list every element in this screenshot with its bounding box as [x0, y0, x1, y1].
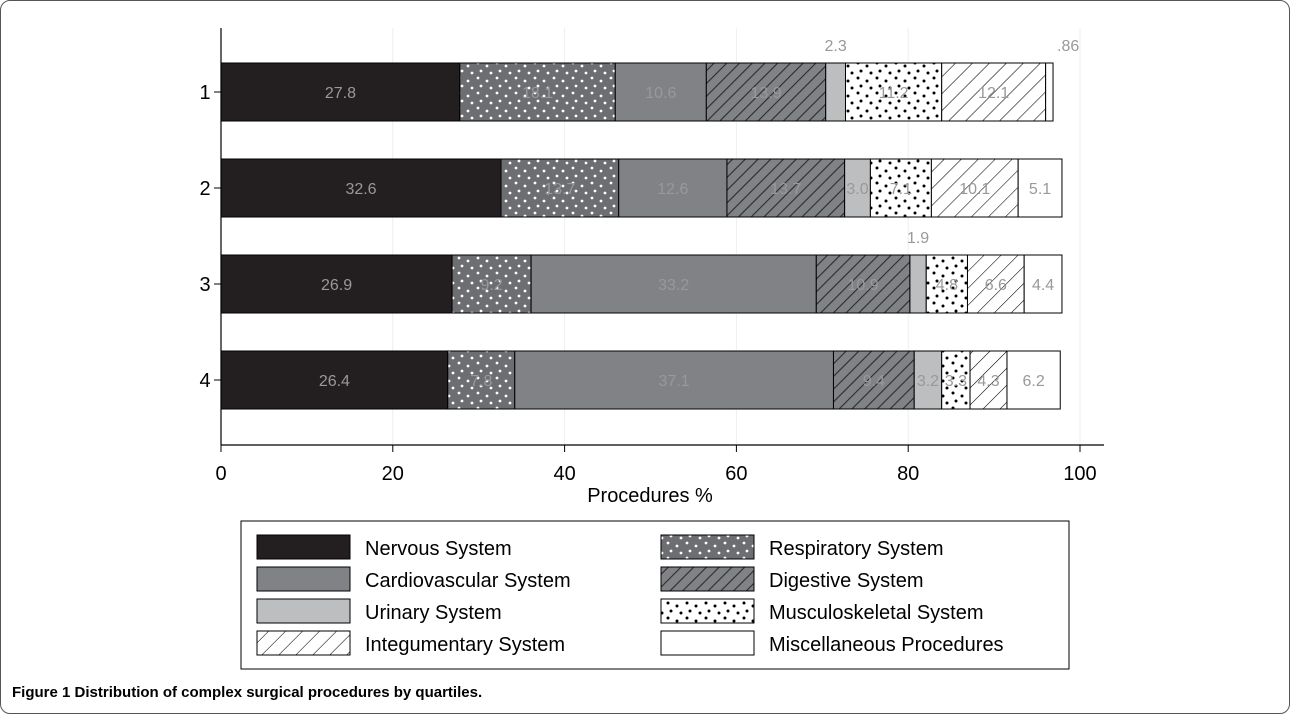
bar-respiratory-system-q4 — [447, 350, 516, 410]
legend-swatch-cardiovascular-system — [256, 566, 351, 592]
data-label-miscellaneous-procedures-q1: .86 — [1057, 38, 1079, 55]
bar-urinary-system-q1 — [825, 62, 846, 122]
y-tick-label-3: 3 — [199, 274, 210, 296]
data-label-integumentary-system-q1: 12.1 — [978, 85, 1009, 102]
data-label-urinary-system-q3: 1.9 — [907, 230, 929, 247]
data-label-respiratory-system-q1: 18.1 — [522, 85, 553, 102]
legend-label-digestive-system: Digestive System — [769, 570, 924, 592]
data-label-digestive-system-q4: 9.4 — [863, 373, 885, 390]
data-label-respiratory-system-q2: 13.7 — [544, 181, 575, 198]
y-tick-label-4: 4 — [199, 370, 210, 392]
figure-caption-text: Distribution of complex surgical procedu… — [74, 684, 483, 701]
legend-swatch-integumentary-system — [256, 630, 351, 656]
data-label-integumentary-system-q3: 6.6 — [985, 277, 1007, 294]
data-label-integumentary-system-q4: 4.3 — [977, 373, 999, 390]
data-label-digestive-system-q2: 13.7 — [770, 181, 801, 198]
bar-respiratory-system-q3 — [451, 254, 532, 314]
bar-urinary-system-q4 — [913, 350, 943, 410]
data-label-respiratory-system-q3: 9.2 — [480, 277, 502, 294]
data-label-miscellaneous-procedures-q3: 4.4 — [1032, 277, 1054, 294]
bar-digestive-system-q2 — [726, 158, 846, 218]
x-tick-label-20: 20 — [382, 463, 404, 485]
bar-nervous-system-q1 — [220, 62, 461, 122]
data-label-respiratory-system-q4: 7.8 — [470, 373, 492, 390]
x-axis-label: Procedures % — [587, 485, 713, 507]
bar-miscellaneous-procedures-q3 — [1023, 254, 1063, 314]
data-label-nervous-system-q2: 32.6 — [345, 181, 376, 198]
bar-cardiovascular-system-q3 — [530, 254, 817, 314]
figure-caption: Figure 1 Distribution of complex surgica… — [12, 684, 482, 701]
legend-label-integumentary-system: Integumentary System — [365, 634, 565, 656]
data-label-nervous-system-q3: 26.9 — [321, 277, 352, 294]
legend-swatch-respiratory-system — [660, 534, 755, 560]
legend-label-respiratory-system: Respiratory System — [769, 538, 944, 560]
legend: Nervous System Respiratory System Cardiova… — [240, 520, 1070, 670]
data-label-nervous-system-q4: 26.4 — [319, 373, 350, 390]
data-label-musculoskeletal-system-q3: 4.8 — [936, 277, 958, 294]
data-label-digestive-system-q3: 10.9 — [848, 277, 879, 294]
data-label-musculoskeletal-system-q4: 3.3 — [945, 373, 967, 390]
legend-swatch-nervous-system — [256, 534, 351, 560]
x-tick-label-80: 80 — [897, 463, 919, 485]
x-tick-label-40: 40 — [553, 463, 575, 485]
bar-cardiovascular-system-q2 — [618, 158, 728, 218]
bar-integumentary-system-q2 — [930, 158, 1019, 218]
data-label-cardiovascular-system-q1: 10.6 — [645, 85, 676, 102]
legend-label-urinary-system: Urinary System — [365, 602, 502, 624]
bar-miscellaneous-procedures-q2 — [1017, 158, 1063, 218]
figure-label: Figure 1 — [12, 684, 71, 701]
data-label-nervous-system-q1: 27.8 — [325, 85, 356, 102]
data-label-cardiovascular-system-q4: 37.1 — [659, 373, 690, 390]
bar-integumentary-system-q1 — [941, 62, 1047, 122]
bar-cardiovascular-system-q1 — [614, 62, 707, 122]
data-label-integumentary-system-q2: 10.1 — [959, 181, 990, 198]
legend-swatch-digestive-system — [660, 566, 755, 592]
bar-digestive-system-q4 — [832, 350, 915, 410]
data-label-cardiovascular-system-q3: 33.2 — [658, 277, 689, 294]
y-tick-label-2: 2 — [199, 178, 210, 200]
y-tick-label-1: 1 — [199, 82, 210, 104]
data-label-digestive-system-q1: 13.9 — [750, 85, 781, 102]
x-tick-label-100: 100 — [1063, 463, 1096, 485]
legend-swatch-musculoskeletal-system — [660, 598, 755, 624]
legend-label-musculoskeletal-system: Musculoskeletal System — [769, 602, 984, 624]
legend-swatch-miscellaneous-procedures — [660, 630, 755, 656]
x-tick-label-0: 0 — [215, 463, 226, 485]
bar-respiratory-system-q2 — [500, 158, 620, 218]
bar-miscellaneous-procedures-q4 — [1006, 350, 1061, 410]
data-label-musculoskeletal-system-q1: 11.2 — [879, 85, 909, 102]
bar-integumentary-system-q3 — [966, 254, 1025, 314]
bar-nervous-system-q2 — [220, 158, 502, 218]
data-label-urinary-system-q4: 3.2 — [917, 373, 939, 390]
bar-musculoskeletal-system-q1 — [844, 62, 943, 122]
bar-urinary-system-q2 — [844, 158, 871, 218]
bar-musculoskeletal-system-q3 — [925, 254, 968, 314]
legend-label-cardiovascular-system: Cardiovascular System — [365, 570, 571, 592]
data-label-cardiovascular-system-q2: 12.6 — [657, 181, 688, 198]
legend-swatch-urinary-system — [256, 598, 351, 624]
data-label-musculoskeletal-system-q2: 7.1 — [890, 181, 912, 198]
x-tick-label-60: 60 — [725, 463, 747, 485]
legend-box — [240, 520, 1070, 670]
bar-urinary-system-q3 — [909, 254, 927, 314]
bar-musculoskeletal-system-q2 — [869, 158, 932, 218]
data-label-miscellaneous-procedures-q4: 6.2 — [1022, 373, 1044, 390]
data-label-urinary-system-q2: 3.0 — [846, 181, 868, 198]
bar-respiratory-system-q1 — [459, 62, 616, 122]
data-label-urinary-system-q1: 2.3 — [824, 38, 846, 55]
legend-label-miscellaneous-procedures: Miscellaneous Procedures — [769, 634, 1004, 656]
legend-label-nervous-system: Nervous System — [365, 538, 512, 560]
data-label-miscellaneous-procedures-q2: 5.1 — [1029, 181, 1051, 198]
bar-miscellaneous-procedures-q1 — [1045, 62, 1054, 122]
bars: 27.8 18.1 10.6 13.9 2.3 11.2 12.1 .86 32.6 13.7 12… — [220, 38, 1079, 410]
